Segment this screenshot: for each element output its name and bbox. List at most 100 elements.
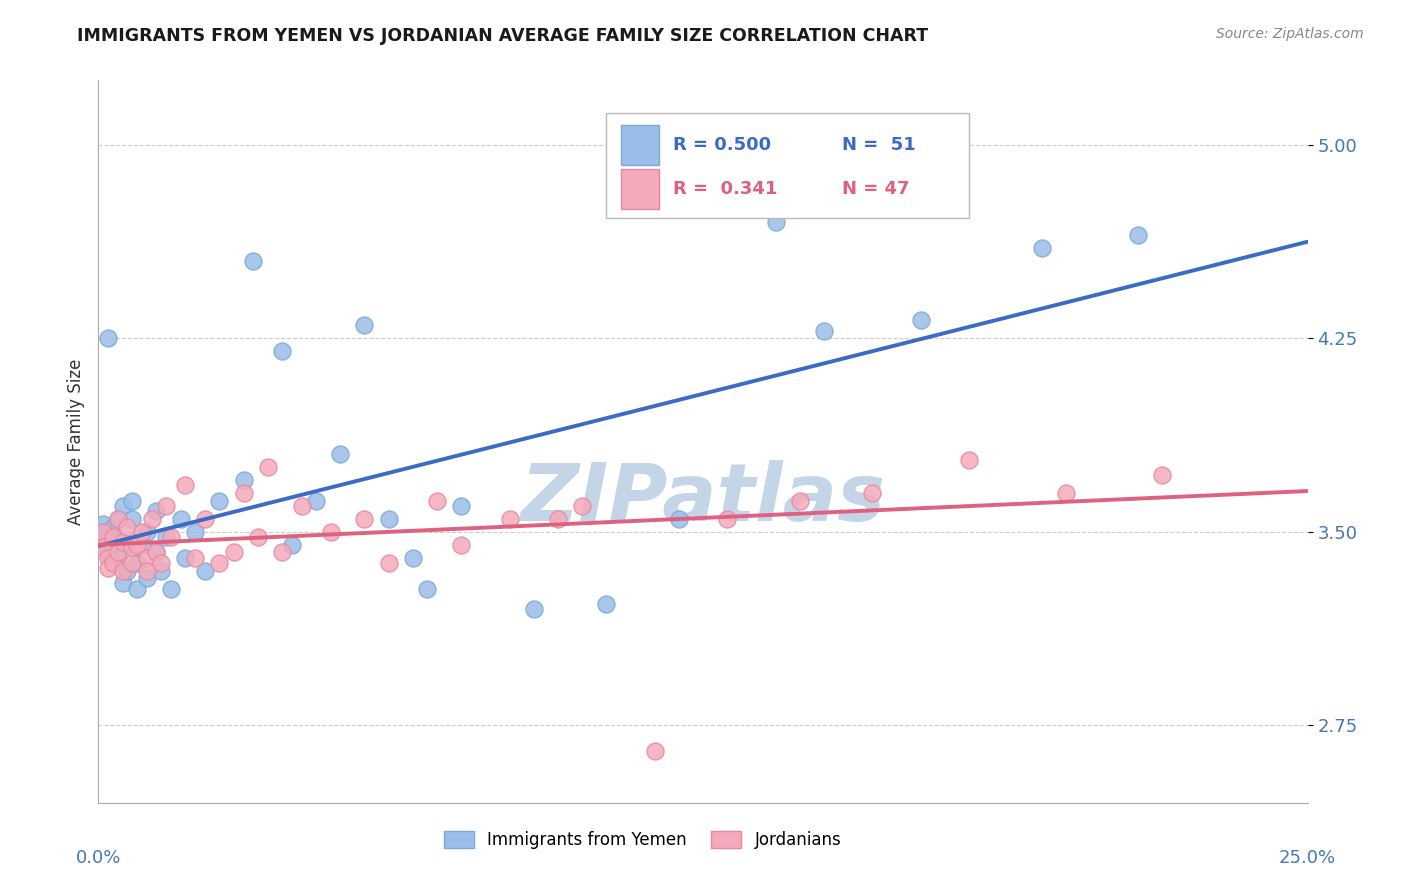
Point (155, 499, 177, 513)
Point (256, 460, 278, 475)
Point (402, 550, 425, 565)
Point (644, 744, 666, 758)
Point (416, 582, 439, 596)
Point (135, 524, 157, 539)
Point (101, 530, 124, 544)
Point (121, 556, 143, 570)
Point (91, 524, 114, 539)
Point (91, 541, 114, 555)
Point (329, 447, 352, 461)
Point (97, 535, 120, 549)
Point (160, 530, 183, 544)
Point (97, 331, 120, 345)
Point (91, 517, 114, 532)
Point (174, 478, 197, 492)
Point (121, 541, 143, 555)
Point (668, 512, 690, 526)
Point (450, 499, 472, 513)
Point (353, 512, 375, 526)
Point (111, 535, 134, 549)
Point (184, 524, 207, 539)
Point (1128, 228, 1150, 243)
Point (247, 530, 270, 544)
Point (131, 524, 153, 539)
Point (208, 556, 231, 570)
Point (232, 473, 254, 487)
Point (135, 550, 157, 565)
Point (101, 556, 124, 570)
Point (107, 545, 129, 559)
Point (353, 318, 375, 333)
Point (595, 597, 617, 611)
Point (117, 538, 139, 552)
Point (160, 582, 183, 596)
Point (271, 545, 294, 559)
FancyBboxPatch shape (606, 112, 969, 218)
Point (91, 524, 114, 539)
Point (97, 561, 120, 575)
Point (107, 550, 129, 565)
Point (121, 494, 143, 508)
Point (1054, 486, 1077, 500)
Point (319, 524, 342, 539)
Point (135, 571, 157, 585)
Point (101, 541, 124, 555)
Text: Source: ZipAtlas.com: Source: ZipAtlas.com (1216, 27, 1364, 41)
Point (813, 324, 835, 338)
Point (910, 313, 932, 327)
Point (91, 530, 114, 544)
FancyBboxPatch shape (621, 169, 659, 209)
Point (194, 512, 217, 526)
Legend: Immigrants from Yemen, Jordanians: Immigrants from Yemen, Jordanians (437, 824, 848, 856)
Point (1031, 241, 1053, 255)
Point (121, 512, 143, 526)
Point (523, 602, 546, 616)
Text: N = 47: N = 47 (842, 179, 910, 198)
Point (1152, 468, 1174, 483)
Point (150, 564, 173, 578)
Point (107, 512, 129, 526)
Point (789, 494, 811, 508)
Text: ZIPatlas: ZIPatlas (520, 460, 886, 539)
Text: IMMIGRANTS FROM YEMEN VS JORDANIAN AVERAGE FAMILY SIZE CORRELATION CHART: IMMIGRANTS FROM YEMEN VS JORDANIAN AVERA… (77, 27, 928, 45)
Point (426, 494, 449, 508)
Point (127, 556, 149, 570)
Text: 0.0%: 0.0% (76, 849, 121, 867)
Point (281, 538, 304, 552)
Point (860, 486, 883, 500)
Point (194, 564, 217, 578)
Point (169, 512, 191, 526)
Point (271, 344, 294, 359)
Point (135, 564, 157, 578)
Point (117, 519, 139, 533)
Point (127, 582, 149, 596)
Point (242, 253, 264, 268)
Point (145, 545, 167, 559)
Y-axis label: Average Family Size: Average Family Size (66, 359, 84, 524)
Point (150, 556, 173, 570)
Point (377, 556, 399, 570)
Point (290, 499, 312, 513)
Point (716, 512, 738, 526)
Point (377, 512, 399, 526)
Point (127, 538, 149, 552)
Point (232, 486, 254, 500)
Point (174, 550, 197, 565)
Text: R = 0.500: R = 0.500 (672, 136, 770, 154)
Point (145, 504, 167, 518)
Point (97, 545, 120, 559)
Point (547, 512, 569, 526)
Point (208, 494, 231, 508)
FancyBboxPatch shape (621, 126, 659, 165)
Point (145, 545, 167, 559)
Point (765, 215, 787, 229)
Point (111, 576, 134, 591)
Point (101, 519, 124, 533)
Point (184, 550, 207, 565)
Point (111, 499, 134, 513)
Point (131, 538, 153, 552)
Text: R =  0.341: R = 0.341 (672, 179, 778, 198)
Point (107, 512, 129, 526)
Text: 25.0%: 25.0% (1279, 849, 1336, 867)
Text: N =  51: N = 51 (842, 136, 915, 154)
